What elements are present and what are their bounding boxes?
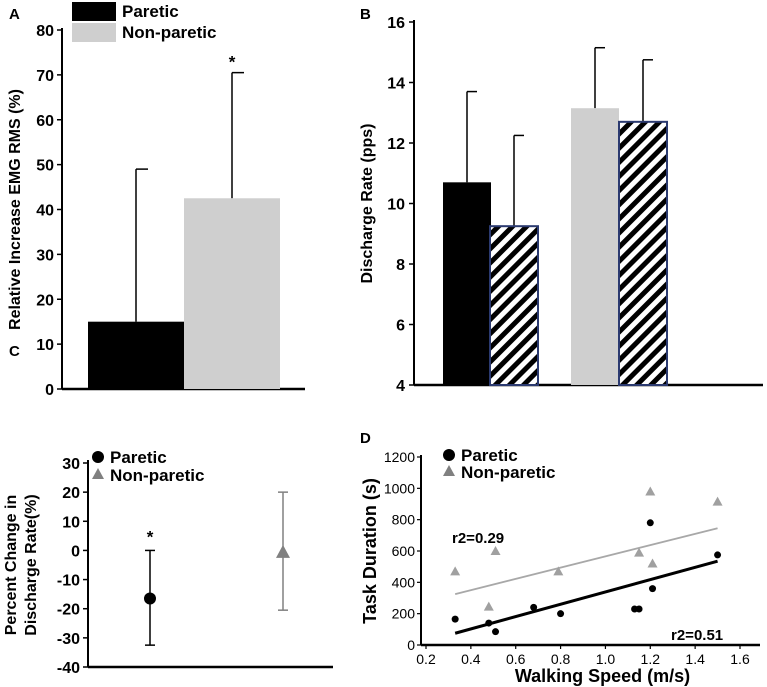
a-bar-non-paretic [184,198,280,389]
a-legend-label-paretic: Paretic [122,2,179,21]
d-point-paretic [649,585,657,593]
d-fit-line-paretic [454,559,718,635]
d-y-tick-label: 600 [392,543,416,559]
b-bar-non-paretic-solid-gray [571,108,619,386]
d-y-tick-label: 1200 [384,449,415,465]
d-legend-label-paretic: Paretic [461,446,518,465]
c-legend-label-paretic: Paretic [110,448,167,467]
d-point-paretic [646,519,654,527]
c-y-tick-label: 30 [62,456,80,473]
d-point-non-paretic [645,486,656,496]
a-legend-swatch [72,2,116,21]
c-y-tick-label: -20 [57,602,80,619]
a-y-tick-label: 80 [36,23,54,40]
d-x-tick-label: 0.6 [506,651,526,667]
d-point-non-paretic [450,566,461,576]
d-point-non-paretic [483,601,494,611]
b-y-tick-label: 8 [396,257,405,274]
d-point-paretic [635,605,643,613]
b-y-axis-title: Discharge Rate (pps) [359,123,376,283]
b-bar-paretic-hatched [489,225,539,386]
d-r2-label-non-paretic: r2=0.29 [452,530,504,547]
panel-label-b: B [360,6,371,23]
d-point-paretic [714,551,722,559]
d-x-tick-label: 0.4 [461,651,481,667]
d-r2-label-paretic: r2=0.51 [671,627,723,644]
d-point-non-paretic [490,546,501,555]
d-point-paretic [557,610,565,618]
b-bar-non-paretic-hatched [618,120,668,386]
d-point-non-paretic [712,496,723,506]
d-y-axis-title: Task Duration (s) [360,478,380,624]
d-x-axis-title: Walking Speed (m/s) [515,666,690,686]
a-y-tick-label: 10 [36,337,54,354]
d-point-non-paretic [647,558,658,568]
b-y-tick-label: 4 [396,378,405,395]
d-x-tick-label: 1.0 [596,651,616,667]
d-y-tick-label: 0 [407,637,415,653]
b-y-tick-label: 16 [387,15,405,32]
a-y-tick-label: 20 [36,292,54,309]
panel-label-a: A [9,6,20,23]
d-legend-circle [443,449,455,461]
c-y-tick-label: 10 [62,514,80,531]
a-significance-star: * [229,53,236,72]
b-y-tick-label: 12 [387,136,405,153]
c-y-axis-title-line2: Discharge Rate(%) [23,494,40,635]
c-y-axis-title-line1: Percent Change in [3,495,20,635]
a-y-tick-label: 30 [36,247,54,264]
c-legend-triangle [92,468,104,479]
panel-label-d: D [360,430,371,447]
c-legend-label-non-paretic: Non-paretic [110,466,204,485]
c-y-tick-label: -10 [57,573,80,590]
c-y-tick-label: 0 [71,543,80,560]
d-fit-line-non-paretic [454,527,718,595]
d-y-tick-label: 200 [392,606,416,622]
b-bar-paretic-solid-black [443,182,491,385]
d-legend-label-non-paretic: Non-paretic [461,463,555,482]
a-y-tick-label: 0 [45,382,54,399]
a-legend-swatch [72,23,116,42]
d-point-paretic [530,603,538,611]
a-y-tick-label: 60 [36,113,54,130]
d-y-tick-label: 400 [392,574,416,590]
d-point-paretic [485,619,493,627]
d-y-tick-label: 800 [392,512,416,528]
c-marker-non-paretic [276,544,290,558]
d-point-paretic [451,615,459,623]
a-y-tick-label: 40 [36,203,54,220]
a-bar-paretic [88,321,184,389]
a-y-tick-label: 50 [36,158,54,175]
d-x-tick-label: 1.2 [641,651,661,667]
b-y-tick-label: 10 [387,197,405,214]
c-y-tick-label: -30 [57,631,80,648]
c-marker-paretic [144,592,156,605]
b-y-tick-label: 6 [396,318,405,335]
d-legend-triangle [443,465,455,476]
c-legend-circle [92,451,104,463]
d-point-non-paretic [634,547,645,557]
d-point-paretic [492,628,500,636]
d-x-tick-label: 0.8 [551,651,571,667]
d-x-tick-label: 0.2 [416,651,436,667]
a-legend-label-non-paretic: Non-paretic [122,23,216,42]
c-significance-star: * [147,527,154,546]
a-y-axis-title: Relative Increase EMG RMS (%) [7,89,24,330]
b-y-tick-label: 14 [387,76,405,93]
a-y-tick-label: 70 [36,68,54,85]
d-point-non-paretic [553,566,564,576]
d-x-tick-label: 1.4 [685,651,705,667]
c-y-tick-label: 20 [62,485,80,502]
d-x-tick-label: 1.6 [730,651,750,667]
c-y-tick-label: -40 [57,660,80,677]
d-y-tick-label: 1000 [384,480,415,496]
panel-label-c: C [9,343,20,360]
